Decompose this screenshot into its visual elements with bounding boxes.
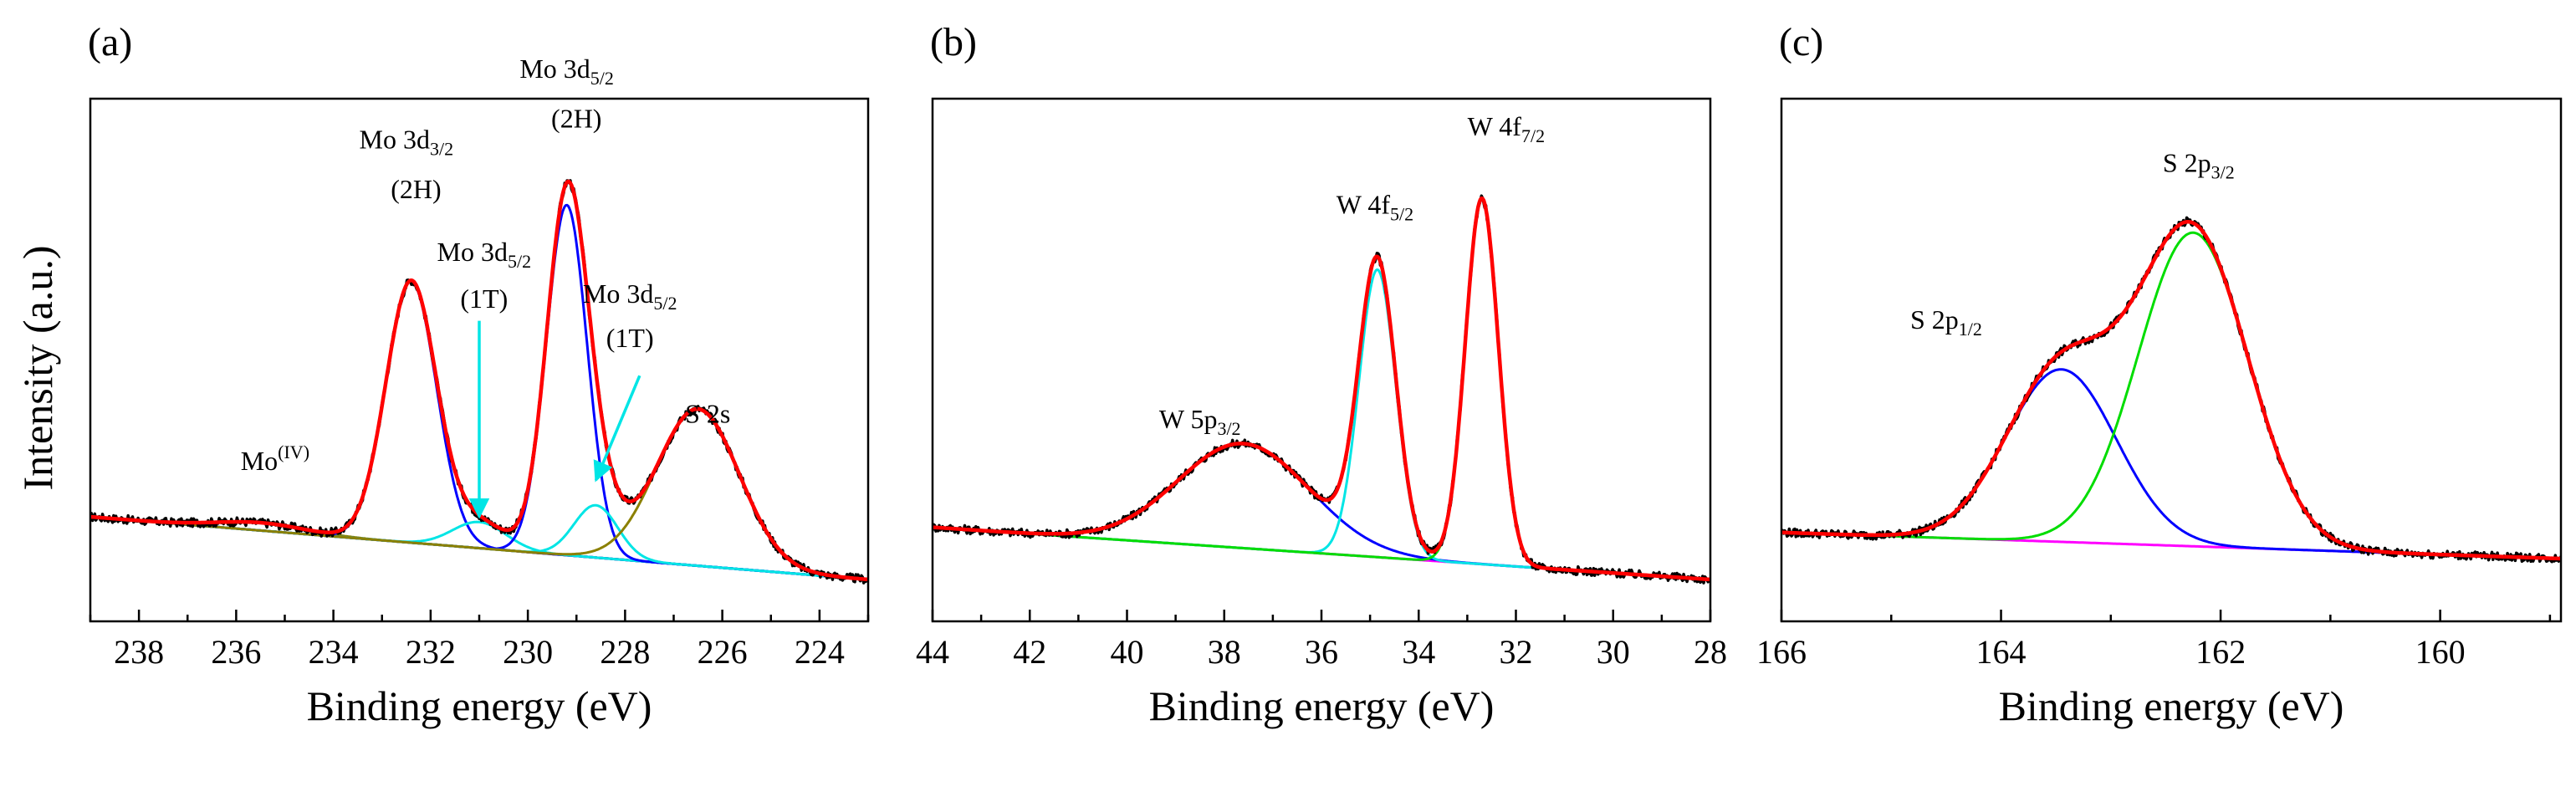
peak-annotation: (2H) xyxy=(391,174,441,204)
peak-annotation: Mo 3d5/2 xyxy=(437,237,532,272)
x-tick-label: 34 xyxy=(1402,633,1435,671)
plot-area xyxy=(1782,216,2560,564)
plot-area xyxy=(933,194,1710,585)
x-tick-label: 28 xyxy=(1694,633,1727,671)
plot-frame xyxy=(1780,97,2563,623)
plot-frame xyxy=(931,97,1712,623)
x-axis-label: Binding energy (eV) xyxy=(1999,682,2344,729)
component-peak-0 xyxy=(933,442,1710,581)
panel-2: (c) 166 164 162 160 Binding energy (eV) S 2p1/… xyxy=(1756,20,2563,729)
x-axis-label: Binding energy (eV) xyxy=(307,682,652,729)
component-peak-1 xyxy=(1782,231,2560,560)
peak-annotation: Mo 3d3/2 xyxy=(360,124,454,159)
fit-envelope xyxy=(933,196,1710,582)
peak-annotation: (1T) xyxy=(460,283,508,314)
x-tick-label: 32 xyxy=(1500,633,1533,671)
peak-annotation: W 5p3/2 xyxy=(1159,404,1241,439)
x-tick-label: 238 xyxy=(114,633,164,671)
component-peak-2 xyxy=(933,197,1710,581)
raw-spectrum xyxy=(1782,216,2560,564)
x-tick-label: 42 xyxy=(1013,633,1046,671)
y-axis-label: Intensity (a.u.) xyxy=(14,246,61,491)
peak-annotation: W 4f7/2 xyxy=(1468,111,1545,146)
x-tick-label: 44 xyxy=(916,633,949,671)
x-tick-label: 224 xyxy=(795,633,845,671)
x-tick-label: 36 xyxy=(1305,633,1338,671)
peak-annotation: Mo(IV) xyxy=(241,442,309,476)
panel-0: (a) 238 236 234 232 230 228 226 224 Binding energ… xyxy=(88,20,870,729)
x-tick-label: 236 xyxy=(211,633,261,671)
fit-envelope xyxy=(1782,220,2560,561)
panels: (a) 238 236 234 232 230 228 226 224 Binding energ… xyxy=(88,20,2563,729)
x-tick-label: 166 xyxy=(1756,633,1807,671)
x-tick-label: 226 xyxy=(698,633,748,671)
peak-annotation: S 2p1/2 xyxy=(1910,304,1982,340)
raw-spectrum xyxy=(933,194,1710,585)
peak-annotation: W 4f5/2 xyxy=(1337,190,1413,225)
peak-annotation: S 2p3/2 xyxy=(2163,148,2235,183)
x-tick-label: 230 xyxy=(503,633,553,671)
peak-annotation: Mo 3d5/2 xyxy=(519,54,614,89)
x-tick-label: 234 xyxy=(309,633,359,671)
x-tick-label: 228 xyxy=(600,633,650,671)
x-tick-label: 40 xyxy=(1111,633,1144,671)
x-tick-label: 232 xyxy=(406,633,456,671)
panel-1: (b) 44 42 40 38 36 34 32 30 28 Binding energy (eV)… xyxy=(916,20,1727,729)
x-tick-label: 164 xyxy=(1976,633,2027,671)
x-tick-label: 160 xyxy=(2415,633,2466,671)
panel-label: (a) xyxy=(88,20,132,64)
panel-label: (c) xyxy=(1779,20,1823,64)
x-tick-label: 38 xyxy=(1208,633,1241,671)
panel-label: (b) xyxy=(930,20,977,64)
x-tick-label: 30 xyxy=(1597,633,1630,671)
x-axis-label: Binding energy (eV) xyxy=(1149,682,1495,729)
x-tick-label: 162 xyxy=(2195,633,2246,671)
annotation-arrow xyxy=(593,375,641,483)
peak-annotation: (1T) xyxy=(606,323,654,353)
peak-annotation: Mo 3d5/2 xyxy=(583,278,677,314)
peak-annotation: S 2s xyxy=(685,399,730,429)
peak-annotation: (2H) xyxy=(551,103,601,133)
